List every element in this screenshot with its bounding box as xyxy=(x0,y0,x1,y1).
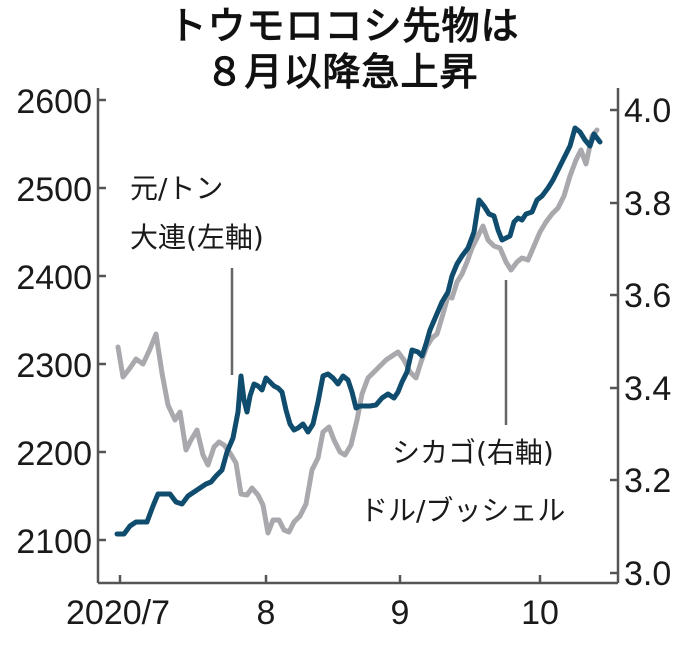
right-tick-4.0: 4.0 xyxy=(624,92,671,130)
left-tick-2600: 2600 xyxy=(16,83,92,121)
left-axis-labels: 2600 2500 2400 2300 2200 2100 xyxy=(16,83,92,561)
dalian-series-label: 大連(左軸) xyxy=(130,221,264,254)
axes xyxy=(96,88,620,585)
left-axis-ticks xyxy=(98,98,106,542)
x-tick-2020-7: 2020/7 xyxy=(66,594,170,632)
right-tick-3.6: 3.6 xyxy=(624,277,671,315)
x-axis-labels: 2020/7 8 9 10 xyxy=(66,594,559,632)
left-tick-2200: 2200 xyxy=(16,435,92,473)
right-axis-ticks xyxy=(610,108,618,575)
dalian-unit-label: 元/トン xyxy=(130,172,223,205)
right-tick-3.2: 3.2 xyxy=(624,462,671,500)
chicago-series-label: シカゴ(右軸) xyxy=(392,436,554,469)
right-tick-3.4: 3.4 xyxy=(624,370,671,408)
left-tick-2500: 2500 xyxy=(16,171,92,209)
dalian-series-line xyxy=(114,125,603,537)
x-tick-9: 9 xyxy=(391,594,410,632)
right-tick-3.8: 3.8 xyxy=(624,185,671,223)
left-tick-2400: 2400 xyxy=(16,259,92,297)
chicago-unit-label: ドル/ブッシェル xyxy=(360,494,565,527)
right-tick-3.0: 3.0 xyxy=(624,555,671,593)
left-tick-2300: 2300 xyxy=(16,347,92,385)
left-tick-2100: 2100 xyxy=(16,523,92,561)
x-tick-8: 8 xyxy=(257,594,276,632)
chart-title-line1: トウモロコシ先物は xyxy=(168,4,520,48)
right-axis-labels: 4.0 3.8 3.6 3.4 3.2 3.0 xyxy=(624,92,671,593)
x-tick-10: 10 xyxy=(521,594,559,632)
x-axis-ticks xyxy=(118,575,542,583)
chart-title-line2: ８月以降急上昇 xyxy=(205,50,479,94)
